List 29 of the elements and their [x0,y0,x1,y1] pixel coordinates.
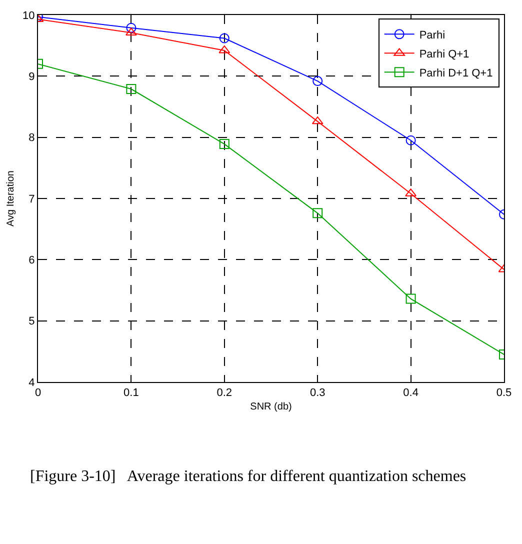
x-tick-label: 0.3 [310,387,326,400]
legend-label: Parhi [419,29,446,42]
x-axis-title: SNR (db) [250,402,292,413]
point [312,208,323,218]
point [218,45,230,54]
point [126,84,136,94]
point [312,116,324,124]
legend-label: Parhi Q+1 [419,48,470,60]
point [406,294,416,304]
y-tick-label: 8 [28,132,35,144]
y-tick-label: 10 [22,10,35,22]
point [126,22,136,33]
x-tick-label: 0 [34,387,42,400]
point [219,33,230,44]
point [219,139,230,150]
x-tick-label: 0.4 [403,387,418,400]
point [406,135,416,146]
y-axis-title: Avg Iteration [6,170,17,226]
point [312,76,323,86]
y-tick-label: 4 [28,376,35,389]
y-tick-label: 5 [28,316,35,328]
legend-label: Parhi D+1 Q+1 [419,67,493,80]
x-tick-label: 0.1 [124,387,139,400]
y-tick-label: 9 [28,71,35,84]
y-tick-label: 6 [28,254,35,267]
x-tick-label: 0.5 [496,387,512,400]
text: [Figure 3-10] Average iterations for different quantization schemes [30,468,466,485]
y-tick-label: 7 [28,193,35,206]
x-tick-label: 0.2 [216,387,232,400]
